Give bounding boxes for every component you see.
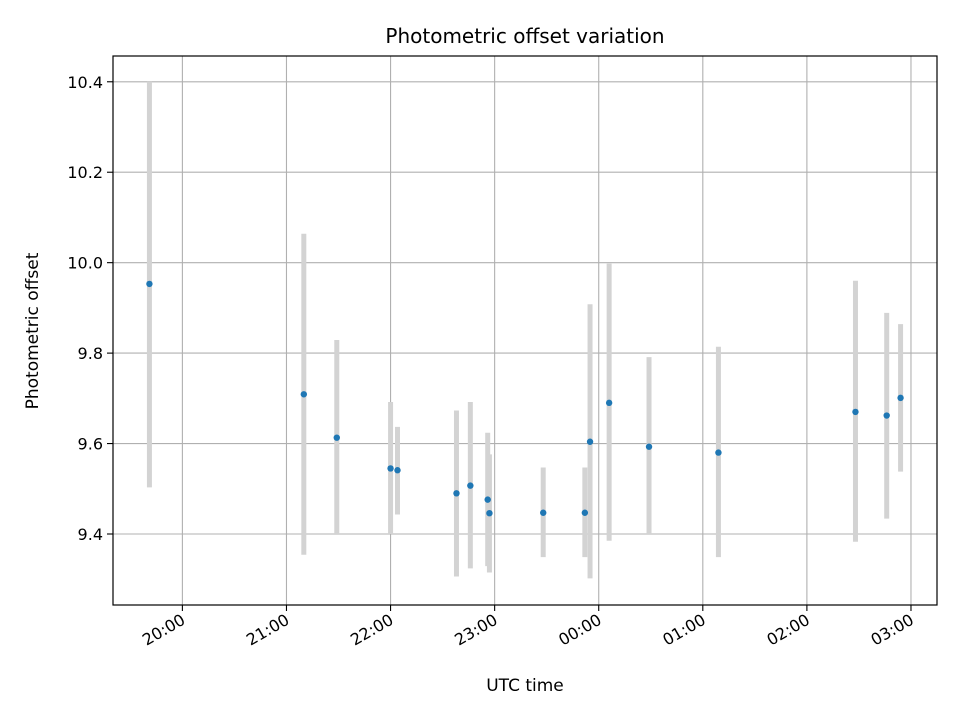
grid [113,56,937,605]
data-point [897,394,904,402]
y-tick-label: 9.8 [78,344,103,363]
data-point [581,509,589,516]
data-point [146,280,153,288]
y-tick-label: 9.6 [78,435,103,454]
data-point [484,496,491,503]
data-point [394,467,401,474]
chart-title: Photometric offset variation [385,24,664,48]
data-point [852,408,859,416]
data-point [300,391,308,398]
y-tick-label: 9.4 [78,525,103,544]
data-point [715,449,722,456]
plot-area [113,56,937,605]
y-tick-label: 10.0 [67,254,103,273]
plot-frame [112,55,938,606]
y-tick-label: 10.4 [67,73,103,92]
data-point [586,438,594,445]
data-point [387,465,394,472]
data-point [486,509,493,517]
y-axis-ticks: 9.4 9.6 9.8 10.0 10.2 10.4 [67,73,113,544]
data-point [605,399,613,407]
data-point [453,490,460,497]
x-axis-label: UTC time [486,676,564,696]
data-point [467,482,474,489]
y-tick-label: 10.2 [67,163,103,182]
data-point [540,509,547,516]
data-point [883,412,890,419]
data-point [333,434,340,441]
y-axis-label: Photometric offset [23,252,43,409]
data-point [645,443,653,450]
data-points [146,280,904,517]
